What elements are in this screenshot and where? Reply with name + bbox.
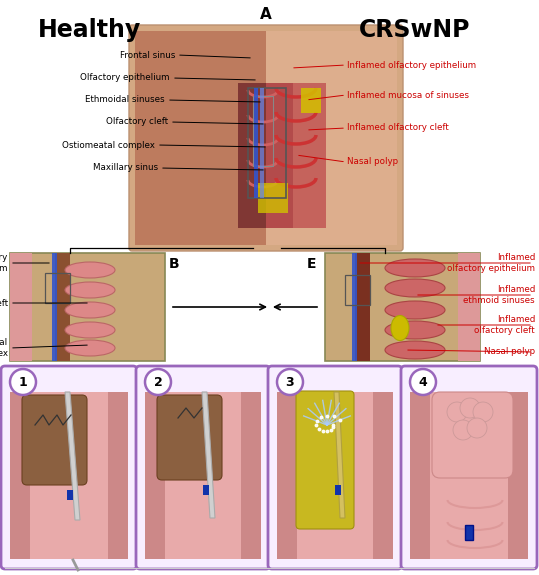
Text: 2: 2 — [154, 375, 162, 389]
Bar — [410, 392, 430, 559]
Text: Maxillary sinus: Maxillary sinus — [93, 163, 158, 172]
Bar — [254, 88, 258, 198]
Text: Inflamed olfactory epithelium: Inflamed olfactory epithelium — [347, 60, 476, 70]
Circle shape — [410, 369, 436, 395]
Ellipse shape — [385, 341, 445, 359]
Polygon shape — [301, 88, 321, 113]
Ellipse shape — [391, 316, 409, 340]
Bar — [355, 253, 370, 361]
Text: Olfactory
epithelium: Olfactory epithelium — [0, 254, 8, 273]
FancyBboxPatch shape — [136, 366, 270, 569]
Text: Inflamed
olfactory cleft: Inflamed olfactory cleft — [474, 315, 535, 335]
FancyBboxPatch shape — [129, 25, 403, 251]
FancyBboxPatch shape — [268, 366, 402, 569]
Text: Olfactory epithelium: Olfactory epithelium — [80, 74, 170, 82]
Bar — [248, 88, 286, 198]
Polygon shape — [266, 83, 326, 228]
Bar — [410, 392, 528, 559]
Polygon shape — [266, 31, 397, 245]
FancyBboxPatch shape — [1, 366, 137, 569]
Bar — [145, 392, 261, 559]
Bar — [45, 273, 70, 303]
Text: 1: 1 — [19, 375, 27, 389]
Circle shape — [10, 369, 36, 395]
Ellipse shape — [65, 340, 115, 356]
Text: Ostiomeatal complex: Ostiomeatal complex — [62, 140, 155, 150]
FancyBboxPatch shape — [22, 395, 87, 485]
Bar — [458, 253, 480, 361]
Circle shape — [460, 398, 480, 418]
Bar — [345, 275, 370, 305]
Text: Inflamed
olfactory epithelium: Inflamed olfactory epithelium — [447, 254, 535, 273]
Circle shape — [473, 402, 493, 422]
Ellipse shape — [385, 321, 445, 339]
Bar — [108, 392, 128, 559]
Bar — [277, 392, 297, 559]
Text: 4: 4 — [419, 375, 427, 389]
Circle shape — [447, 402, 467, 422]
Polygon shape — [258, 183, 288, 213]
Text: Olfactory cleft: Olfactory cleft — [106, 117, 168, 126]
Bar — [67, 490, 73, 500]
Text: B: B — [169, 257, 179, 271]
Bar — [10, 392, 30, 559]
Bar — [10, 253, 165, 361]
Bar — [352, 253, 357, 361]
FancyBboxPatch shape — [157, 395, 222, 480]
Text: 3: 3 — [286, 375, 294, 389]
Ellipse shape — [65, 302, 115, 318]
Bar — [465, 525, 473, 540]
Text: A: A — [260, 7, 272, 22]
Text: Nasal polyp: Nasal polyp — [347, 158, 398, 167]
FancyBboxPatch shape — [296, 391, 354, 529]
Text: E: E — [307, 257, 316, 271]
Polygon shape — [238, 83, 293, 228]
Text: Olfactory cleft: Olfactory cleft — [0, 298, 8, 308]
Circle shape — [277, 369, 303, 395]
Ellipse shape — [385, 301, 445, 319]
Polygon shape — [202, 392, 215, 518]
Bar — [203, 485, 209, 495]
Polygon shape — [135, 31, 266, 245]
Bar — [373, 392, 393, 559]
Text: Inflamed olfactory cleft: Inflamed olfactory cleft — [347, 124, 449, 132]
Text: Healthy: Healthy — [38, 18, 142, 42]
Text: CRSwNP: CRSwNP — [360, 18, 471, 42]
Ellipse shape — [385, 279, 445, 297]
Bar — [508, 392, 528, 559]
Bar — [10, 253, 32, 361]
Polygon shape — [65, 392, 80, 520]
Bar — [253, 96, 273, 166]
Ellipse shape — [65, 322, 115, 338]
Text: Ostiomeatal
complex: Ostiomeatal complex — [0, 338, 8, 358]
Bar — [325, 253, 480, 361]
Text: Inflamed mucosa of sinuses: Inflamed mucosa of sinuses — [347, 90, 469, 99]
Circle shape — [145, 369, 171, 395]
Polygon shape — [334, 392, 345, 518]
Text: Inflamed
ethmoid sinuses: Inflamed ethmoid sinuses — [464, 285, 535, 305]
Bar — [335, 485, 341, 495]
FancyBboxPatch shape — [401, 366, 537, 569]
Bar — [260, 88, 264, 198]
Bar — [10, 392, 128, 559]
Bar — [55, 253, 70, 361]
Bar — [145, 392, 165, 559]
Bar — [52, 253, 57, 361]
Text: Frontal sinus: Frontal sinus — [120, 51, 175, 59]
FancyBboxPatch shape — [432, 392, 513, 478]
Bar — [277, 392, 393, 559]
Ellipse shape — [385, 259, 445, 277]
Text: Ethmoidal sinuses: Ethmoidal sinuses — [85, 95, 165, 105]
Circle shape — [453, 420, 473, 440]
Ellipse shape — [65, 282, 115, 298]
Text: Nasal polyp: Nasal polyp — [484, 347, 535, 356]
Bar — [241, 392, 261, 559]
Circle shape — [467, 418, 487, 438]
Ellipse shape — [65, 262, 115, 278]
